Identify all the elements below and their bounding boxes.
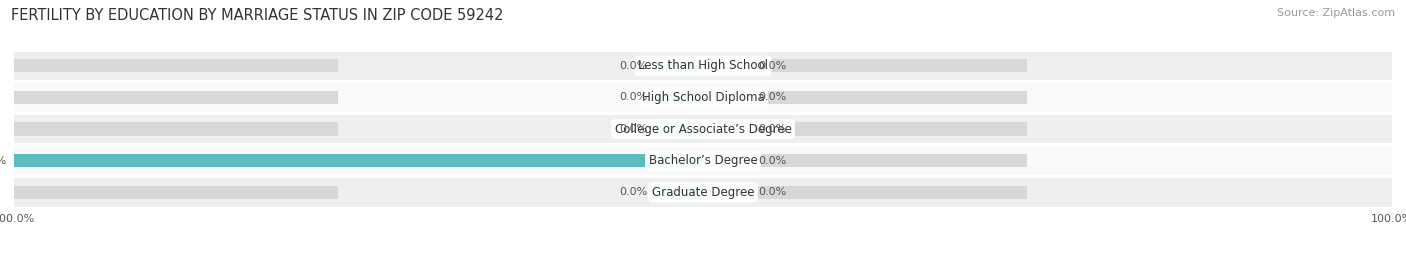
- Text: FERTILITY BY EDUCATION BY MARRIAGE STATUS IN ZIP CODE 59242: FERTILITY BY EDUCATION BY MARRIAGE STATU…: [11, 8, 503, 23]
- Bar: [655, 122, 703, 136]
- Text: 0.0%: 0.0%: [620, 187, 648, 197]
- Bar: [14, 52, 1392, 80]
- Text: College or Associate’s Degree: College or Associate’s Degree: [614, 123, 792, 136]
- Text: 100.0%: 100.0%: [0, 156, 7, 166]
- Bar: [703, 186, 751, 199]
- Text: Source: ZipAtlas.com: Source: ZipAtlas.com: [1277, 8, 1395, 18]
- Text: 0.0%: 0.0%: [758, 156, 786, 166]
- Bar: [655, 59, 703, 72]
- Bar: [14, 178, 1392, 207]
- Text: 0.0%: 0.0%: [758, 61, 786, 71]
- Text: 0.0%: 0.0%: [758, 187, 786, 197]
- Text: 0.0%: 0.0%: [758, 93, 786, 102]
- Bar: [14, 115, 1392, 143]
- Text: High School Diploma: High School Diploma: [641, 91, 765, 104]
- Bar: [14, 59, 337, 72]
- Bar: [703, 154, 1026, 167]
- Bar: [14, 91, 337, 104]
- Bar: [703, 154, 751, 167]
- Text: Bachelor’s Degree: Bachelor’s Degree: [648, 154, 758, 167]
- Bar: [14, 186, 337, 199]
- Text: Less than High School: Less than High School: [638, 59, 768, 72]
- Bar: [703, 59, 1026, 72]
- Text: 0.0%: 0.0%: [758, 124, 786, 134]
- Text: Graduate Degree: Graduate Degree: [652, 186, 754, 199]
- Bar: [703, 122, 1026, 136]
- Text: 0.0%: 0.0%: [620, 61, 648, 71]
- Bar: [703, 186, 1026, 199]
- Bar: [703, 91, 1026, 104]
- Bar: [14, 122, 337, 136]
- Text: 0.0%: 0.0%: [620, 93, 648, 102]
- Bar: [655, 186, 703, 199]
- Bar: [703, 59, 751, 72]
- Bar: [14, 154, 337, 167]
- Bar: [14, 83, 1392, 112]
- Bar: [655, 91, 703, 104]
- Bar: [14, 147, 1392, 175]
- Text: 0.0%: 0.0%: [620, 124, 648, 134]
- Bar: [14, 154, 703, 167]
- Bar: [703, 91, 751, 104]
- Bar: [703, 122, 751, 136]
